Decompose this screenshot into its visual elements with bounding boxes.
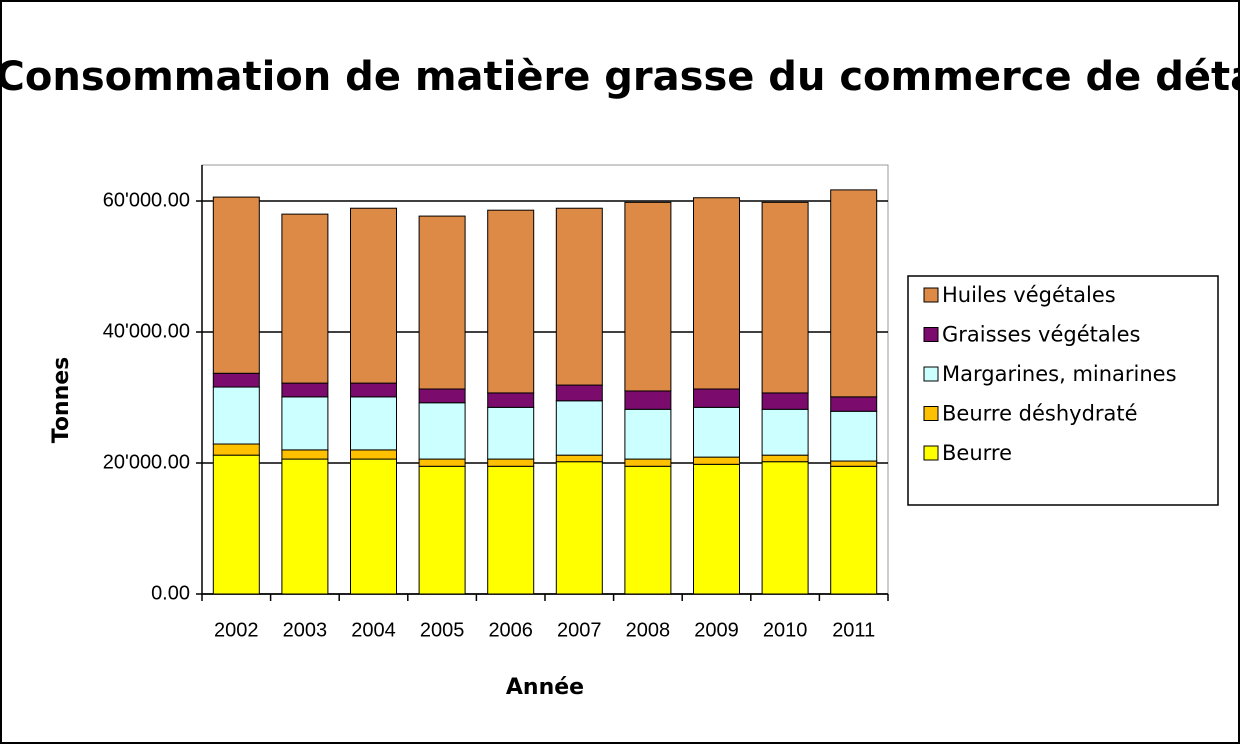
bar-segment	[350, 458, 397, 595]
legend-box	[907, 275, 1219, 506]
legend-swatch	[923, 366, 939, 382]
bar-segment	[350, 449, 397, 460]
y-tick-label: 20'000.00	[103, 451, 190, 473]
bar-segment	[624, 390, 672, 410]
x-tick-label: 2010	[763, 619, 808, 641]
bar-segment	[212, 196, 260, 374]
bar-segment	[487, 406, 535, 460]
x-axis-label: Année	[506, 675, 584, 700]
x-tick-label: 2005	[420, 619, 465, 641]
bar-segment	[487, 465, 535, 595]
bar-segment	[281, 449, 329, 460]
bar-segment	[350, 382, 397, 398]
bar-segment	[555, 384, 603, 402]
legend-swatch	[923, 327, 939, 342]
x-tick-label: 2011	[832, 619, 875, 641]
bar-segment	[487, 458, 535, 467]
bar-segment	[761, 392, 809, 410]
bar-segment	[830, 396, 878, 412]
bar-segment	[350, 207, 397, 384]
bar-segment	[555, 461, 603, 595]
bar-segment	[418, 465, 466, 595]
bar-segment	[624, 465, 672, 595]
bar-segment	[830, 410, 878, 462]
legend-label: Huiles végétales	[942, 283, 1116, 307]
bar-segment	[212, 372, 260, 388]
bar-segment	[624, 201, 672, 392]
x-tick-label: 2007	[557, 619, 602, 641]
legend-swatch	[923, 287, 939, 303]
bar-segment	[693, 388, 740, 408]
bar-segment	[281, 382, 329, 398]
legend-swatch	[923, 445, 939, 461]
bar-segment	[693, 197, 740, 390]
x-tick-label: 2003	[283, 619, 328, 641]
chart-title: Consommation de matière grasse du commer…	[0, 54, 1240, 100]
x-tick-label: 2009	[694, 619, 739, 641]
bar-segment	[555, 400, 603, 456]
x-tick-label: 2008	[626, 619, 671, 641]
bar-segment	[761, 201, 809, 394]
bar-segment	[830, 460, 878, 467]
legend-label: Graisses végétales	[942, 323, 1140, 347]
legend-swatch	[923, 406, 939, 421]
x-tick-label: 2004	[351, 619, 396, 641]
bar-segment	[350, 396, 397, 451]
legend-label: Beurre déshydraté	[942, 402, 1138, 426]
y-tick-label: 0.00	[151, 582, 190, 604]
y-tick-label: 60'000.00	[103, 189, 190, 211]
bar-segment	[487, 209, 535, 394]
bar-segment	[555, 454, 603, 463]
bar-segment	[693, 456, 740, 465]
bar-segment	[418, 458, 466, 467]
bar-segment	[418, 215, 466, 390]
bar-segment	[281, 213, 329, 384]
bar-segment	[693, 406, 740, 458]
bar-segment	[281, 458, 329, 595]
bar-segment	[693, 463, 740, 595]
bar-segment	[761, 454, 809, 463]
legend-label: Beurre	[942, 441, 1012, 465]
x-tick-label: 2006	[488, 619, 533, 641]
bar-segment	[212, 386, 260, 445]
legend-label: Margarines, minarines	[942, 362, 1177, 386]
x-tick-label: 2002	[214, 619, 259, 641]
bar-segment	[281, 396, 329, 451]
bar-segment	[555, 207, 603, 386]
bar-segment	[830, 189, 878, 398]
bar-segment	[212, 443, 260, 456]
bar-segment	[487, 392, 535, 408]
y-axis-label: Tonnes	[49, 357, 74, 444]
bar-segment	[212, 454, 260, 595]
y-tick-label: 40'000.00	[103, 320, 190, 342]
bar-segment	[418, 388, 466, 404]
bar-segment	[418, 402, 466, 460]
bar-segment	[624, 458, 672, 467]
bar-segment	[624, 408, 672, 460]
bar-segment	[761, 461, 809, 595]
bar-segment	[830, 465, 878, 595]
bar-segment	[761, 408, 809, 456]
